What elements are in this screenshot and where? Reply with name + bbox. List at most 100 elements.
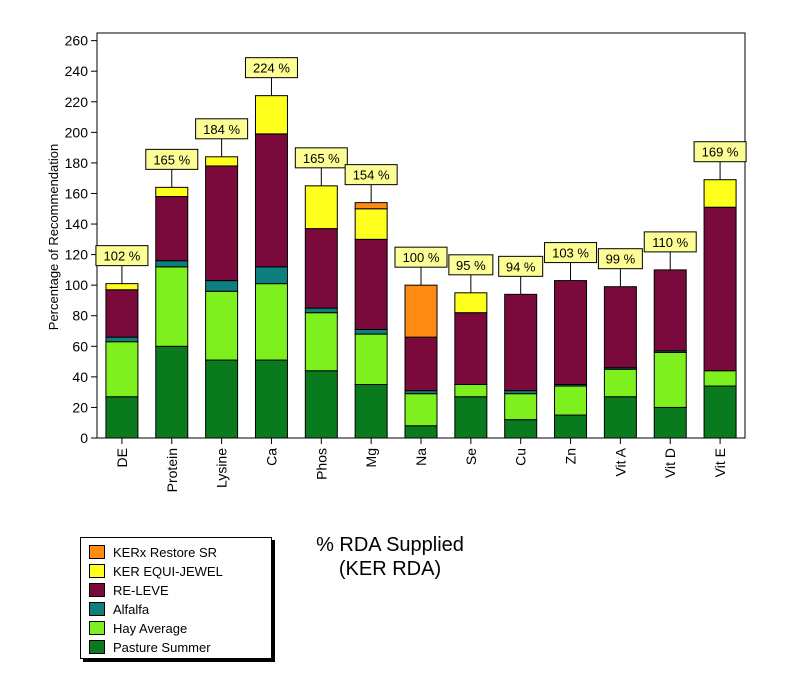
caption-subtitle: (KER RDA) xyxy=(338,558,442,580)
x-tick-label: Phos xyxy=(313,448,329,480)
bar-segment-alfalfa xyxy=(354,328,388,335)
bar-segment-re-leve xyxy=(254,133,288,268)
bar-segment-alfalfa xyxy=(304,307,338,314)
x-tick-label: Vit D xyxy=(662,448,678,478)
y-tick-label: 180 xyxy=(65,155,89,171)
total-label-box xyxy=(344,164,398,186)
total-label: 165 % xyxy=(153,152,190,167)
bar-segment-kerx-restore-sr xyxy=(354,202,388,210)
y-tick-label: 80 xyxy=(72,308,88,324)
total-label-box xyxy=(394,246,448,268)
total-label: 94 % xyxy=(506,259,536,274)
bar-segment-hay-average xyxy=(155,266,189,347)
total-label: 165 % xyxy=(303,151,340,166)
total-label-box xyxy=(95,245,149,267)
bar-segment-re-leve xyxy=(653,269,687,352)
x-tick-label: Mg xyxy=(363,448,379,467)
y-tick-label: 0 xyxy=(80,430,88,446)
x-tick-label: Cu xyxy=(513,448,529,466)
y-tick-label: 40 xyxy=(72,369,88,385)
bar-segment-alfalfa xyxy=(155,260,189,268)
y-tick-label: 120 xyxy=(65,247,89,263)
y-tick-label: 140 xyxy=(65,216,89,232)
bar-segment-hay-average xyxy=(354,333,388,386)
y-axis-title: Percentage of Recommendation xyxy=(46,144,61,330)
bar-segment-re-leve xyxy=(304,228,338,309)
y-tick-label: 100 xyxy=(65,277,89,293)
bar-segment-re-leve xyxy=(404,336,438,392)
legend-label: Pasture Summer xyxy=(113,639,211,655)
total-label-box xyxy=(597,248,643,270)
total-label-box xyxy=(294,147,348,169)
y-tick-label: 260 xyxy=(65,33,89,49)
y-tick-label: 220 xyxy=(65,94,89,110)
bar-segment-re-leve xyxy=(105,289,139,338)
bar-segment-alfalfa xyxy=(254,266,288,285)
bar-segment-pasture-summer xyxy=(254,359,288,439)
legend-item: Alfalfa xyxy=(89,600,149,618)
legend-swatch xyxy=(89,545,105,559)
bar-segment-hay-average xyxy=(205,290,239,361)
bar-segment-hay-average xyxy=(105,341,139,398)
x-tick-label: Se xyxy=(463,448,479,465)
bar-segment-pasture-summer xyxy=(205,359,239,439)
y-tick-label: 200 xyxy=(65,124,89,140)
bar-segment-ker-equi-jewel xyxy=(703,179,737,208)
total-label: 102 % xyxy=(103,249,140,264)
legend-swatch xyxy=(89,583,105,597)
legend-item: RE-LEVE xyxy=(89,581,169,599)
total-label: 95 % xyxy=(456,258,486,273)
caption-title: % RDA Supplied xyxy=(316,534,464,556)
bar-segment-hay-average xyxy=(454,384,488,398)
total-label-box xyxy=(643,231,697,253)
bar-segment-pasture-summer xyxy=(155,345,189,439)
legend-label: Alfalfa xyxy=(113,601,150,617)
bar-segment-re-leve xyxy=(205,165,239,282)
total-label-box xyxy=(498,255,544,277)
bar-segment-ker-equi-jewel xyxy=(155,186,189,198)
bar-segment-re-leve xyxy=(454,312,488,386)
legend-item: Pasture Summer xyxy=(89,638,211,656)
bar-segment-ker-equi-jewel xyxy=(354,208,388,240)
bar-segment-hay-average xyxy=(554,385,588,416)
bars-layer xyxy=(105,95,737,439)
total-label-box xyxy=(145,148,199,170)
chart-caption: % RDA Supplied (KER RDA) xyxy=(300,533,480,581)
bar-segment-pasture-summer xyxy=(404,425,438,439)
bar-segment-pasture-summer xyxy=(603,396,637,439)
x-tick-label: Ca xyxy=(263,448,279,466)
bar-segment-ker-equi-jewel xyxy=(105,283,139,291)
total-label: 154 % xyxy=(353,168,390,183)
y-tick-label: 60 xyxy=(72,338,88,354)
bar-segment-hay-average xyxy=(404,393,438,427)
bar-segment-alfalfa xyxy=(205,280,239,292)
y-tick-label: 160 xyxy=(65,185,89,201)
legend-item: KER EQUI-JEWEL xyxy=(89,562,223,580)
bar-segment-hay-average xyxy=(254,283,288,361)
bar-segment-re-leve xyxy=(504,293,538,392)
x-tick-label: Vit A xyxy=(612,447,628,476)
total-label: 169 % xyxy=(702,145,739,160)
legend-swatch xyxy=(89,621,105,635)
total-label: 184 % xyxy=(203,122,240,137)
bar-segment-pasture-summer xyxy=(304,370,338,439)
total-label-box xyxy=(195,118,249,140)
x-tick-label: Zn xyxy=(563,448,579,464)
bar-segment-hay-average xyxy=(603,368,637,398)
x-tick-label: DE xyxy=(114,448,130,467)
bar-segment-pasture-summer xyxy=(703,385,737,439)
bar-segment-ker-equi-jewel xyxy=(304,185,338,230)
total-label: 103 % xyxy=(552,246,589,261)
bar-segment-ker-equi-jewel xyxy=(205,156,239,167)
bar-segment-hay-average xyxy=(653,351,687,408)
legend-swatch xyxy=(89,640,105,654)
bar-segment-alfalfa xyxy=(105,336,139,343)
bar-segment-ker-equi-jewel xyxy=(254,95,288,135)
bar-segment-re-leve xyxy=(603,286,637,369)
y-axis: 0 20 40 60 80 100 120 140 160 180 200 220 240 260 xyxy=(65,33,97,446)
legend-label: KER EQUI-JEWEL xyxy=(113,563,223,579)
x-tick-label: Na xyxy=(413,448,429,466)
legend-label: KERx Restore SR xyxy=(113,544,218,560)
bar-segment-pasture-summer xyxy=(554,414,588,439)
x-axis: DE Protein Lysine Ca Phos Mg Na Se Cu Zn Vit A Vit … xyxy=(114,438,728,492)
